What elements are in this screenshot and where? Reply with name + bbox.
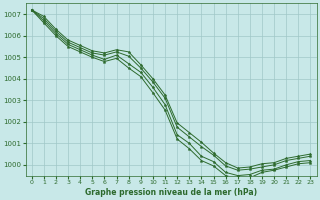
X-axis label: Graphe pression niveau de la mer (hPa): Graphe pression niveau de la mer (hPa) bbox=[85, 188, 257, 197]
